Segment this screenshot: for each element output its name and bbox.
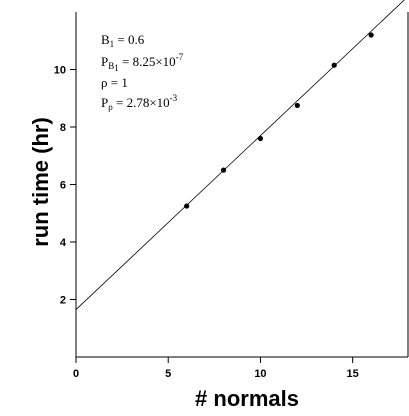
x-ticks: 0 5 10 15 — [73, 357, 359, 380]
y-tick-label: 8 — [60, 122, 66, 134]
data-point — [184, 203, 190, 209]
data-point — [368, 32, 374, 38]
data-points — [184, 32, 374, 209]
fit-line — [75, 0, 405, 310]
y-ticks: 2 4 6 8 10 — [54, 65, 76, 307]
y-tick-label: 6 — [60, 180, 66, 192]
x-tick-label: 5 — [165, 368, 171, 380]
y-tick-label: 4 — [60, 237, 67, 249]
x-tick-label: 10 — [254, 368, 266, 380]
x-axis-title: # normals — [195, 386, 299, 411]
annotation-rho: ρ = 1 — [101, 75, 128, 90]
annotation-pb1: PB1 = 8.25×10-7 — [101, 52, 184, 73]
data-point — [220, 167, 227, 173]
y-tick-label: 2 — [60, 295, 66, 307]
data-point — [294, 102, 300, 109]
data-point — [257, 135, 264, 142]
data-point — [331, 62, 337, 68]
annotation-b1: B1 = 0.6 — [101, 32, 145, 49]
y-axis-title: run time (hr) — [28, 117, 53, 247]
x-tick-label: 0 — [73, 368, 79, 380]
x-tick-label: 15 — [347, 368, 359, 380]
annotation-prho: Pρ = 2.78×10-3 — [101, 93, 178, 112]
y-tick-label: 10 — [54, 65, 66, 77]
fit-line-group — [75, 0, 405, 310]
annotation-block: B1 = 0.6 PB1 = 8.25×10-7 ρ = 1 Pρ = 2.78… — [101, 32, 184, 112]
